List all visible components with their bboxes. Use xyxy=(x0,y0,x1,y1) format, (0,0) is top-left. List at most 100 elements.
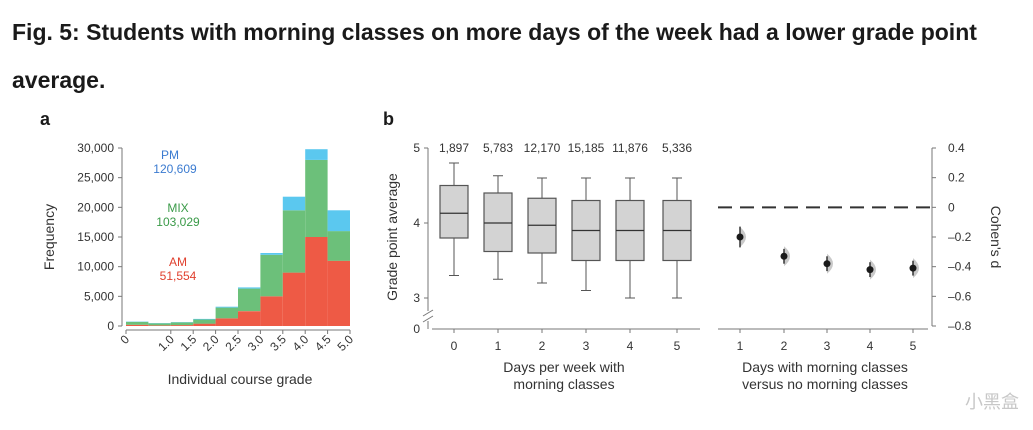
bar-pm-6 xyxy=(260,253,282,255)
panel-a-legend: PM 120,609 MIX 103,029 AM 51,554 xyxy=(153,148,200,283)
point-estimate xyxy=(867,266,874,273)
panel-c-ytick-label: –0.6 xyxy=(948,289,972,303)
n-label: 12,170 xyxy=(524,141,561,155)
n-label: 1,897 xyxy=(439,141,469,155)
legend-pm-name: PM xyxy=(161,148,179,162)
legend-pm-count: 120,609 xyxy=(153,162,197,176)
panel-a-xtick-label: 3.0 xyxy=(245,332,267,354)
panel-b-ytick-label: 0 xyxy=(413,322,420,336)
panel-b-ytick-label: 3 xyxy=(413,291,420,305)
panel-a-xtick-label: 1.5 xyxy=(178,332,200,354)
point-estimate xyxy=(781,253,788,260)
bar-mix-9 xyxy=(328,231,350,261)
bar-am-1 xyxy=(148,325,170,326)
bar-am-0 xyxy=(126,325,148,326)
panel-b-xtick-label: 3 xyxy=(583,339,590,353)
panel-a-ylabel: Frequency xyxy=(41,204,57,270)
bar-mix-6 xyxy=(260,255,282,296)
panel-c-ytick-label: –0.4 xyxy=(948,260,972,274)
panel-b-xtick-label: 2 xyxy=(539,339,546,353)
point-estimate xyxy=(910,265,917,272)
bar-mix-3 xyxy=(193,320,215,324)
panel-b-ytick-label: 4 xyxy=(413,216,420,230)
bar-mix-7 xyxy=(283,210,305,272)
panel-b-xlabel-line2: morning classes xyxy=(513,376,614,392)
bar-am-4 xyxy=(216,318,238,326)
panel-b-xtick-label: 5 xyxy=(674,339,681,353)
bar-mix-2 xyxy=(171,322,193,325)
box-0 xyxy=(440,186,468,239)
panel-a-xtick-label: 5.0 xyxy=(334,332,356,354)
panel-a-label: a xyxy=(40,109,51,129)
panel-c-ytick-label: 0 xyxy=(948,200,955,214)
panel-a-xtick-label: 4.5 xyxy=(312,332,334,354)
box-1 xyxy=(484,193,512,252)
panel-c-xtick-label: 2 xyxy=(781,339,788,353)
bar-mix-5 xyxy=(238,289,260,312)
watermark: 小黑盒 xyxy=(965,388,1019,414)
bar-pm-8 xyxy=(305,149,327,160)
panel-a-ytick-label: 20,000 xyxy=(77,200,114,214)
panel-c-xlabel-line1: Days with morning classes xyxy=(742,359,908,375)
panel-a-xtick-label: 4.0 xyxy=(290,332,312,354)
n-label: 5,336 xyxy=(662,141,692,155)
panel-a-xtick-label: 1.0 xyxy=(155,332,177,354)
panel-a-ytick-label: 15,000 xyxy=(77,230,114,244)
bar-pm-3 xyxy=(193,319,215,320)
legend-am-count: 51,554 xyxy=(160,269,197,283)
panel-a-ytick-label: 10,000 xyxy=(77,260,114,274)
bar-am-5 xyxy=(238,311,260,326)
panel-a-ytick-label: 5,000 xyxy=(84,289,114,303)
panel-b-xtick-label: 1 xyxy=(495,339,502,353)
bar-am-7 xyxy=(283,273,305,326)
panel-b-ytick-label: 5 xyxy=(413,141,420,155)
bar-am-3 xyxy=(193,324,215,326)
bar-mix-4 xyxy=(216,308,238,319)
legend-mix-count: 103,029 xyxy=(156,215,200,229)
bar-mix-1 xyxy=(148,323,170,325)
bar-mix-0 xyxy=(126,322,148,325)
panel-c-xtick-label: 3 xyxy=(824,339,831,353)
bar-am-8 xyxy=(305,237,327,326)
panel-c-ytick-label: –0.2 xyxy=(948,230,972,244)
bar-pm-7 xyxy=(283,197,305,211)
figure-5: a Individual course grade Frequency 0 5,0… xyxy=(0,0,1033,430)
n-label: 11,876 xyxy=(612,141,648,155)
point-estimate xyxy=(737,234,744,241)
panel-c-ytick-label: 0.2 xyxy=(948,171,965,185)
bar-am-9 xyxy=(328,261,350,326)
panel-c-xtick-label: 4 xyxy=(867,339,874,353)
panel-a-xtick-label: 2.5 xyxy=(222,332,244,354)
legend-am-name: AM xyxy=(169,255,187,269)
panel-a-xlabel: Individual course grade xyxy=(168,371,313,387)
panel-c-xtick-label: 1 xyxy=(737,339,744,353)
panel-b-ylabel: Grade point average xyxy=(384,173,400,301)
bar-pm-4 xyxy=(216,307,238,308)
panel-b-xtick-label: 4 xyxy=(627,339,634,353)
panel-a-ytick-label: 0 xyxy=(107,319,114,333)
panel-b-xtick-label: 0 xyxy=(451,339,458,353)
panel-c-ytick-label: 0.4 xyxy=(948,141,965,155)
n-label: 15,185 xyxy=(568,141,605,155)
bar-am-6 xyxy=(260,296,282,326)
panel-c-ylabel: Cohen's d xyxy=(988,206,1004,269)
panel-a-ytick-label: 30,000 xyxy=(77,141,114,155)
panel-c-plot: 0.4 0.2 0 –0.2 –0.4 –0.6 –0.8 1 2 3 4 5 xyxy=(718,141,972,353)
bar-pm-5 xyxy=(238,287,260,288)
panel-a-xtick-label: 0 xyxy=(117,332,132,347)
bar-pm-9 xyxy=(328,210,350,231)
panel-b-xlabel-line1: Days per week with xyxy=(503,359,624,375)
panel-c-xlabel-line2: versus no morning classes xyxy=(742,376,908,392)
panel-b-label: b xyxy=(383,109,394,129)
legend-mix-name: MIX xyxy=(167,201,188,215)
bar-mix-8 xyxy=(305,160,327,237)
bar-am-2 xyxy=(171,325,193,326)
panel-a-ytick-label: 25,000 xyxy=(77,171,114,185)
panel-a-xtick-label: 3.5 xyxy=(267,332,289,354)
panel-c-ytick-label: –0.8 xyxy=(948,319,972,333)
panel-a-plot: 0 5,000 10,000 15,000 20,000 25,000 30,000 0 1.0… xyxy=(77,141,356,354)
point-estimate xyxy=(824,260,831,267)
n-label: 5,783 xyxy=(483,141,513,155)
panel-c-xtick-label: 5 xyxy=(910,339,917,353)
panel-b-plot: 0 3 4 5 1,897 0 5,783 1 12,170 2 15,185 3 11,876 4 5,3… xyxy=(413,141,700,353)
